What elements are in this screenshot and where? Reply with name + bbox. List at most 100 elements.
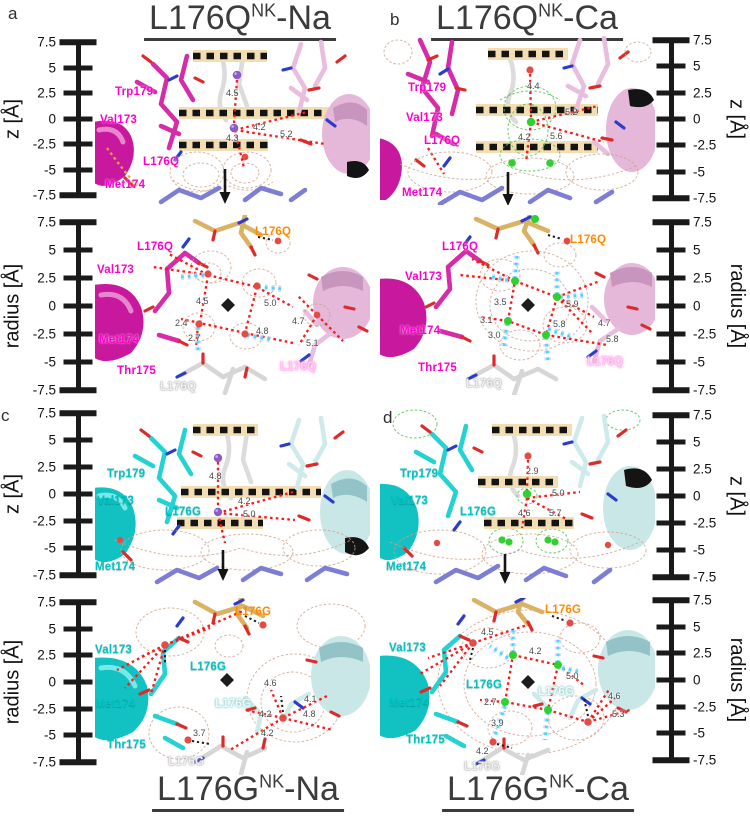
axis-ruler — [652, 219, 690, 393]
residue-label-trp179: Trp179 — [400, 468, 439, 480]
nitrogen-tips — [586, 349, 598, 359]
axis-tick — [63, 732, 93, 738]
axis-tick-label: -5 — [693, 164, 706, 180]
residue-label-l176q-pink: L176Q — [280, 361, 317, 373]
membrane-boundary-dashes — [177, 424, 321, 529]
axis-tick-label: 5 — [693, 434, 701, 450]
title-sup: NK — [549, 771, 575, 792]
contact-dots — [469, 615, 589, 749]
axis-tick — [656, 116, 686, 122]
distance-label: 4.6 — [518, 508, 531, 518]
axis-tick-label: 0 — [693, 298, 701, 314]
z-axis-panel-d: z [Å] 7.5 5 2.5 0 -2.5 -5 -7.5 — [652, 408, 749, 585]
axis-tick — [59, 572, 97, 578]
water-molecules — [161, 621, 287, 744]
membrane-boundary-dashes — [478, 424, 574, 529]
helix-shade — [331, 478, 367, 502]
residue-label-val173: Val173 — [95, 644, 133, 656]
ca-ion — [522, 489, 532, 499]
axis-tick — [656, 275, 686, 281]
distance-label: 5.0 — [243, 509, 256, 519]
distance-label: 3.0 — [488, 330, 501, 340]
pink-sticks — [589, 304, 621, 364]
nitrogen-tips — [562, 64, 626, 130]
density-mesh — [383, 39, 652, 195]
panel-letter-b: b — [390, 10, 400, 29]
axis-tick — [59, 759, 97, 765]
axis-ruler — [652, 412, 690, 580]
water-molecule — [604, 541, 612, 549]
distance-label: 5.6 — [550, 131, 563, 141]
z-axis-panel-b: z [Å] 7.5 5 2.5 0 -2.5 -5 -7.5 — [652, 33, 749, 206]
helix-highlight — [96, 126, 126, 145]
axis-tick-label: -2.5 — [32, 701, 56, 717]
axis-tick-labels: 7.5 5 2.5 0 -2.5 -5 -7.5 — [14, 595, 56, 770]
pale-cyan-sticks — [286, 415, 328, 491]
ca-ion — [505, 538, 513, 546]
sodium-ions — [213, 453, 223, 517]
oxygen-tips — [123, 54, 205, 188]
residue-label-val173: Val173 — [97, 264, 135, 276]
axis-tick-label: -7.5 — [693, 752, 717, 768]
axis-tick — [59, 410, 97, 416]
nitrogen-tips — [181, 237, 191, 249]
axis-tick-label: 2.5 — [693, 461, 712, 477]
axis-tick-label: -5 — [693, 354, 706, 370]
helix-shade — [606, 636, 650, 656]
oxygen-tips — [588, 50, 630, 142]
axis-tick-label: 2.5 — [37, 85, 56, 101]
panel-a-radius-structure — [95, 215, 370, 395]
axis-tick-label: 7.5 — [693, 214, 712, 230]
helix-left — [380, 138, 402, 200]
cyan-sticks — [148, 635, 186, 751]
radius-axis-panel-a: radius [Å] 7.5 5 2.5 0 -2.5 -5 -7.5 — [0, 215, 97, 398]
down-arrow — [499, 554, 511, 584]
oxygen-tips — [201, 352, 249, 379]
residue-label-met174: Met174 — [389, 697, 430, 709]
distance-lines — [216, 462, 296, 544]
axis-tick — [656, 520, 686, 526]
axis-tick-label: 5 — [48, 60, 56, 75]
axis-tick-labels: 7.5 5 2.5 0 -2.5 -5 -7.5 — [14, 35, 56, 203]
water-molecule — [253, 282, 261, 290]
water-molecules — [469, 619, 592, 746]
calcium-ions — [501, 651, 562, 714]
ca-ion — [553, 293, 561, 301]
distance-lines — [520, 459, 581, 529]
axis-tick — [656, 169, 686, 175]
distance-label: 4.2 — [476, 746, 489, 756]
axis-tick-labels: 7.5 5 2.5 0 -2.5 -5 -7.5 — [693, 408, 735, 585]
axis-tick — [63, 706, 93, 712]
axis-tick-label: 7.5 — [37, 214, 56, 230]
distance-label: 5.3 — [612, 709, 625, 719]
nitrogen-tips — [514, 598, 526, 604]
membrane-boundary-dashes — [179, 50, 338, 151]
residue-label-thr175: Thr175 — [406, 734, 445, 746]
nitrogen-tips — [233, 598, 245, 606]
sidechain-dots — [427, 147, 445, 175]
axis-tick — [63, 491, 93, 497]
axis-tick — [63, 275, 93, 281]
axis-tick-labels: 7.5 5 2.5 0 -2.5 -5 -7.5 — [693, 33, 735, 206]
distance-label: 4.4 — [527, 81, 540, 91]
residue-label-l176q: L176Q — [137, 241, 174, 253]
nitrogen-tips — [562, 440, 618, 502]
axis-tick-label: 5 — [48, 432, 56, 448]
distance-label: 5.2 — [565, 107, 578, 117]
helix-left — [380, 483, 419, 561]
axis-tick-labels: 7.5 5 2.5 0 -2.5 -5 -7.5 — [693, 215, 735, 398]
axis-tick-label: -7.5 — [693, 569, 717, 585]
water-molecule — [195, 320, 203, 328]
residue-label-met174: Met174 — [402, 187, 443, 199]
axis-tick-label: -7.5 — [693, 382, 717, 398]
ca-ion — [526, 117, 536, 127]
axis-tick — [59, 39, 97, 45]
density-mesh — [475, 242, 589, 361]
residue-label-l176g-orange: L176G — [545, 604, 582, 616]
oxygen-tips — [494, 227, 540, 255]
oxygen-tips — [221, 735, 267, 750]
nitrogen-tips — [438, 67, 452, 168]
axis-tick — [656, 303, 686, 309]
water-molecule — [204, 270, 212, 278]
axis-tick — [656, 624, 686, 630]
